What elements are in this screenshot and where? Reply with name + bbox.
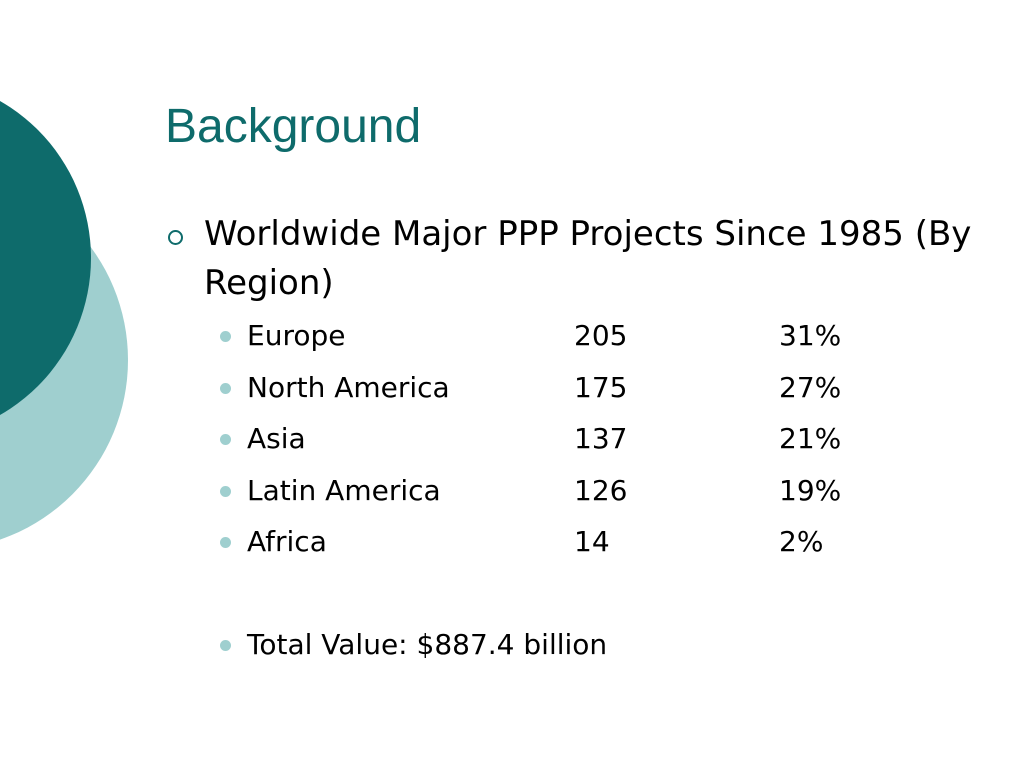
region-row: North America 175 27% (165, 362, 985, 414)
region-row: Africa 14 2% (165, 516, 985, 568)
region-projects: 175 (574, 370, 628, 404)
region-share: 31% (779, 319, 842, 352)
bullet-dot-icon (220, 485, 231, 497)
slide-body: Worldwide Major PPP Projects Since 1985 … (165, 210, 985, 671)
total-row: Total Value: $887.4 billion (165, 619, 985, 671)
region-projects: 14 (574, 525, 610, 558)
region-name: North America (247, 370, 450, 404)
region-list: Europe 205 31% North America 175 27% Asia 137… (165, 310, 985, 671)
region-share: 21% (779, 422, 842, 455)
hollow-circle-bullet-icon (168, 230, 183, 245)
region-row: Europe 205 31% (165, 310, 985, 362)
region-row: Asia 137 21% (165, 413, 985, 465)
bullet-dot-icon (220, 537, 231, 548)
slide-title: Background (165, 100, 422, 153)
region-share: 27% (779, 370, 842, 404)
spacer (165, 568, 985, 620)
bullet-dot-icon (220, 434, 231, 445)
main-bullet-text: Worldwide Major PPP Projects Since 1985 … (204, 214, 972, 303)
region-share: 2% (779, 525, 824, 558)
region-projects: 126 (574, 473, 628, 507)
region-name: Europe (247, 319, 346, 352)
region-share: 19% (779, 473, 842, 507)
region-name: Africa (247, 525, 327, 558)
total-value-text: Total Value: $887.4 billion (247, 628, 608, 661)
region-projects: 205 (574, 319, 628, 352)
main-bullet: Worldwide Major PPP Projects Since 1985 … (165, 210, 985, 308)
region-row: Latin America 126 19% (165, 465, 985, 517)
dark-teal-circle (0, 100, 91, 416)
region-projects: 137 (574, 422, 628, 455)
bullet-dot-icon (220, 640, 231, 651)
region-name: Asia (247, 422, 306, 455)
region-name: Latin America (247, 473, 441, 507)
bullet-dot-icon (220, 382, 231, 394)
bullet-dot-icon (220, 331, 231, 342)
